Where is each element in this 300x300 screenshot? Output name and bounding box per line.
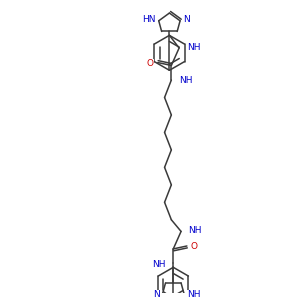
Text: NH: NH: [152, 260, 166, 269]
Text: NH: NH: [179, 76, 193, 85]
Text: N: N: [153, 290, 160, 299]
Text: NH: NH: [187, 290, 200, 299]
Text: HN: HN: [142, 15, 156, 24]
Text: O: O: [147, 59, 154, 68]
Text: NH: NH: [187, 43, 200, 52]
Text: O: O: [191, 242, 198, 251]
Text: NH: NH: [188, 226, 201, 235]
Text: N: N: [183, 15, 190, 24]
